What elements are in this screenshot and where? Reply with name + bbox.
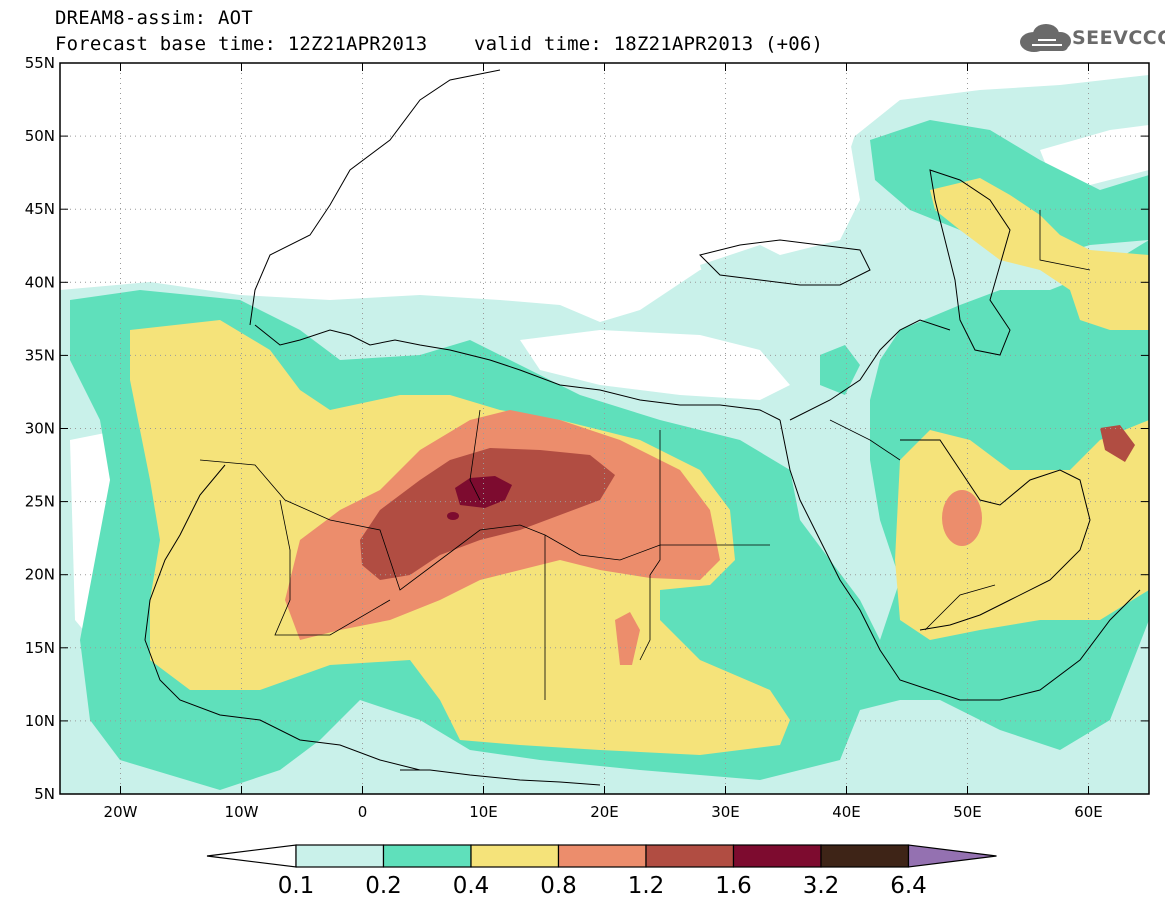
colorbar-bin	[382, 844, 472, 868]
colorbar-bin	[645, 844, 735, 868]
clear-area	[60, 63, 860, 300]
chart-title: DREAM8-assim: AOT	[55, 7, 253, 29]
coastline-arabia	[900, 439, 1091, 631]
lon-tick-label: 60E	[1074, 803, 1103, 821]
aot-contour-0.2	[820, 345, 860, 395]
aot-contour-1.6	[1100, 425, 1135, 462]
aot-contour-1.6	[447, 512, 459, 520]
lat-tick-label: 20N	[25, 566, 55, 584]
coastline-black-caspian	[699, 169, 1011, 356]
colorbar-bin	[820, 844, 910, 868]
aot-contour-1.6	[455, 476, 512, 508]
lon-tick-label: 20E	[590, 803, 619, 821]
lat-tick-label: 30N	[25, 420, 55, 438]
lat-tick-label: 50N	[25, 127, 55, 145]
colorbar-label: 0.4	[453, 873, 490, 899]
cloud-icon	[1020, 24, 1071, 52]
lon-tick-label: 10W	[225, 803, 259, 821]
coastline-europe-africa	[144, 69, 1141, 786]
logo-text: SEEVCCC	[1072, 27, 1165, 49]
axis-ticks	[60, 62, 1149, 795]
colorbar-label: 6.4	[890, 873, 927, 899]
clear-area	[520, 330, 790, 400]
colorbar-bin	[732, 844, 822, 868]
forecast-time-line: Forecast base time: 12Z21APR2013 valid t…	[55, 33, 824, 55]
lon-tick-label: 20W	[104, 803, 138, 821]
colorbar-label: 0.8	[540, 873, 577, 899]
lon-tick-label: 0	[358, 803, 368, 821]
colorbar-label: 3.2	[803, 873, 840, 899]
aot-contour-0.2	[870, 120, 1149, 260]
lon-tick-label: 40E	[832, 803, 861, 821]
colorbar-label: 1.2	[628, 873, 665, 899]
aot-contour-0.4	[895, 420, 1149, 640]
colorbar-bin	[295, 844, 385, 868]
lon-tick-label: 50E	[953, 803, 982, 821]
aot-contour-0.8	[615, 612, 640, 665]
colorbar-label: 0.2	[365, 873, 402, 899]
lat-tick-label: 5N	[34, 785, 55, 803]
colorbar-label: 1.6	[715, 873, 752, 899]
aot-contour-0.1	[700, 245, 790, 300]
latitude-axis-labels: 55N 50N 45N 40N 35N 30N 25N 20N 15N 10N 5N	[25, 54, 55, 803]
lon-tick-label: 30E	[711, 803, 740, 821]
colorbar-labels: 0.1 0.2 0.4 0.8 1.2 1.6 3.2 6.4	[278, 873, 927, 899]
lat-tick-label: 15N	[25, 639, 55, 657]
colorbar-over-arrow	[907, 844, 997, 868]
colorbar	[206, 844, 997, 868]
colorbar-bin	[470, 844, 560, 868]
aot-contour-1.2	[360, 448, 615, 580]
country-borders	[199, 210, 1091, 700]
lat-tick-label: 10N	[25, 712, 55, 730]
aot-contour-0.8	[942, 490, 982, 546]
aot-contour-0.4	[930, 178, 1149, 330]
lat-tick-label: 35N	[25, 346, 55, 364]
clear-area	[1040, 125, 1149, 185]
lat-tick-label: 55N	[25, 54, 55, 72]
lat-tick-label: 40N	[25, 273, 55, 291]
longitude-axis-labels: 20W 10W 0 10E 20E 30E 40E 50E 60E	[104, 803, 1103, 821]
colorbar-under-arrow	[206, 844, 297, 868]
lat-tick-label: 25N	[25, 493, 55, 511]
colorbar-bin	[557, 844, 647, 868]
lon-tick-label: 10E	[469, 803, 498, 821]
coastlines	[144, 69, 1141, 786]
colorbar-label: 0.1	[278, 873, 315, 899]
lat-tick-label: 45N	[25, 200, 55, 218]
